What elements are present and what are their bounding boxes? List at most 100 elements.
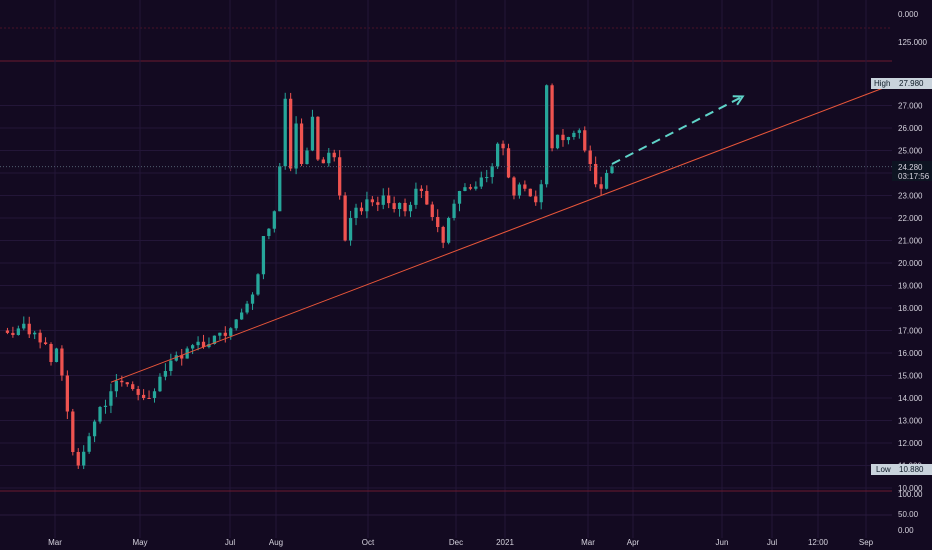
candles [5,83,614,470]
candle-body [485,177,489,179]
price-tick: 16.000 [898,349,923,358]
candle-body [419,188,424,191]
candle-body [332,152,336,158]
candle-body [163,371,168,377]
candle-body [408,204,413,212]
candle-body [479,177,483,187]
candle-body [278,166,282,212]
candle-body [60,348,64,376]
candle-body [441,227,445,243]
time-tick: 2021 [496,538,514,547]
candle-body [109,391,113,406]
time-tick: May [132,538,147,547]
price-tick: 18.000 [898,304,923,313]
candle-body [71,411,75,452]
candle-body [120,380,124,383]
candle-body [196,341,200,346]
bottom-panel-tick: 50.00 [898,510,919,519]
candle-body [38,332,42,343]
candle-body [572,132,576,137]
candle-body [98,407,102,422]
price-tick: 14.000 [898,394,923,403]
candle-body [82,451,86,466]
candle-body [403,202,407,212]
time-tick: Sep [859,538,874,547]
high-badge-label: High [874,79,890,88]
candle-body [174,355,178,361]
trendline[interactable] [110,82,896,383]
candle-body [506,148,511,178]
time-tick: Mar [48,538,62,547]
candle-body [425,191,429,205]
bottom-panel-tick: 100.00 [898,490,923,499]
candle-body [261,236,266,275]
candle-body [348,218,353,241]
candle-body [354,207,358,218]
candle-body [566,137,571,141]
candle-body [234,319,238,329]
candle-body [141,394,146,398]
price-tick: 27.000 [898,102,923,111]
price-tick: 23.000 [898,192,923,201]
candle-body [114,380,119,392]
candle-body [414,188,418,205]
candle-body [610,166,614,173]
candle-body [550,85,554,149]
candle-body [250,294,255,304]
candle-body [131,384,135,389]
price-tick: 25.000 [898,147,923,156]
candle-body [577,130,581,133]
candle-body [316,116,320,160]
candle-body [343,195,347,241]
candle-body [604,173,609,189]
candle-body [561,134,565,141]
low-badge-value: 10.880 [899,465,924,474]
candle-body [218,332,222,336]
forecast-arrow-line[interactable] [611,95,744,165]
candle-body [54,348,59,362]
candle-body [229,328,233,336]
candle-body [523,184,527,189]
candle-body [136,389,140,395]
time-tick: Aug [269,538,283,547]
candle-body [517,184,522,196]
candle-body [490,166,494,178]
time-tick: Jul [767,538,777,547]
candle-body [299,123,304,164]
candle-body [539,184,543,203]
candle-body [283,98,287,167]
candle-body [555,134,560,149]
forecast-arrowhead [732,95,745,106]
candle-body [49,344,53,362]
candle-body [327,152,331,164]
time-tick: 12:00 [808,538,829,547]
candle-body [392,203,396,209]
low-badge-box [871,464,932,475]
candle-body [267,228,271,236]
candle-body [158,376,162,392]
candle-body [310,116,315,151]
candle-body [430,204,434,218]
countdown-value: 03:17:56 [898,172,930,181]
candle-body [272,211,276,229]
candle-body [381,195,385,205]
candle-body [190,345,195,349]
candle-body [359,207,364,212]
candle-body [474,186,478,189]
time-tick: Jun [716,538,729,547]
candle-body [370,199,374,203]
price-tick: 12.000 [898,439,923,448]
candle-body [495,143,500,167]
last-price-value: 24.280 [898,163,923,172]
candle-body [599,184,603,189]
candle-body [33,332,37,335]
time-tick: Jul [225,538,235,547]
grid-lines [0,0,892,538]
candle-body [387,195,391,204]
candle-body [223,332,227,336]
last-price-box [892,161,932,181]
candle-body [545,85,549,185]
candle-body [321,159,325,164]
